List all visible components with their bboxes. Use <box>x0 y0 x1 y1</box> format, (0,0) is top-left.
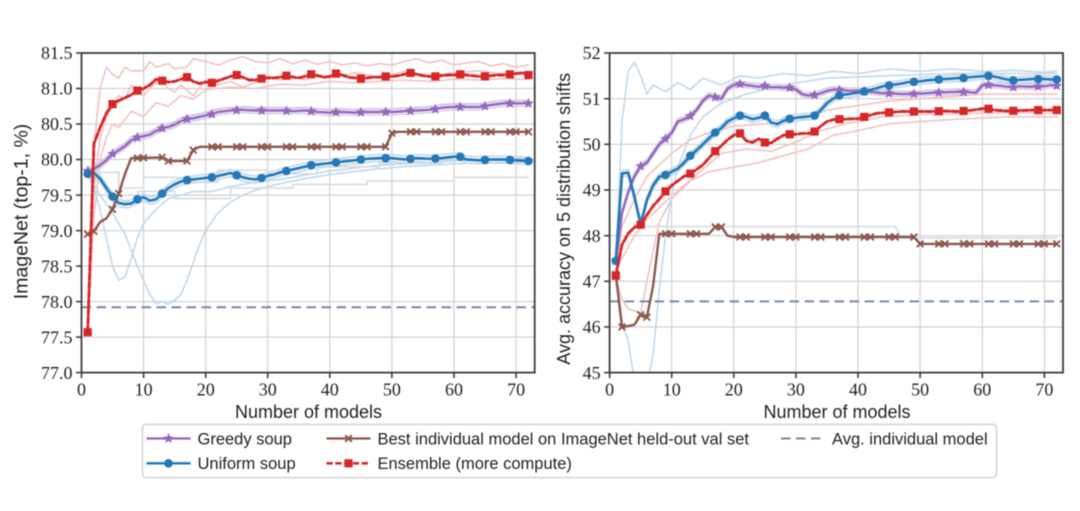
svg-text:79.5: 79.5 <box>41 185 73 205</box>
svg-text:79.0: 79.0 <box>41 221 73 241</box>
svg-text:49: 49 <box>583 180 601 200</box>
svg-text:50: 50 <box>583 135 601 155</box>
svg-text:45: 45 <box>583 363 601 383</box>
svg-text:46: 46 <box>583 317 601 337</box>
svg-text:Best individual model on Image: Best individual model on ImageNet held-o… <box>378 430 750 448</box>
svg-text:51: 51 <box>583 89 601 109</box>
svg-text:81.5: 81.5 <box>41 43 73 63</box>
svg-text:50: 50 <box>911 380 929 400</box>
svg-text:52: 52 <box>583 43 601 63</box>
svg-text:30: 30 <box>259 380 277 400</box>
svg-text:78.5: 78.5 <box>41 256 73 276</box>
svg-text:47: 47 <box>583 272 601 292</box>
svg-text:60: 60 <box>445 380 463 400</box>
svg-text:70: 70 <box>507 380 525 400</box>
svg-text:70: 70 <box>1035 380 1053 400</box>
svg-text:81.0: 81.0 <box>41 79 73 99</box>
svg-text:Number of models: Number of models <box>235 402 382 422</box>
svg-text:ImageNet (top-1, %): ImageNet (top-1, %) <box>11 124 33 300</box>
svg-text:20: 20 <box>725 380 743 400</box>
svg-text:60: 60 <box>973 380 991 400</box>
svg-text:10: 10 <box>663 380 681 400</box>
svg-text:80.0: 80.0 <box>41 150 73 170</box>
svg-text:Uniform soup: Uniform soup <box>198 455 296 473</box>
svg-text:20: 20 <box>197 380 215 400</box>
svg-text:40: 40 <box>321 380 339 400</box>
svg-text:77.5: 77.5 <box>41 327 73 347</box>
svg-text:80.5: 80.5 <box>41 114 73 134</box>
svg-text:Greedy soup: Greedy soup <box>198 430 292 448</box>
svg-text:50: 50 <box>383 380 401 400</box>
svg-text:30: 30 <box>787 380 805 400</box>
svg-text:77.0: 77.0 <box>41 363 73 383</box>
svg-text:Avg. individual model: Avg. individual model <box>832 430 988 448</box>
svg-text:40: 40 <box>849 380 867 400</box>
svg-text:Number of models: Number of models <box>763 402 910 422</box>
svg-text:Ensemble (more compute): Ensemble (more compute) <box>378 455 572 473</box>
svg-text:0: 0 <box>77 380 86 400</box>
svg-text:0: 0 <box>605 380 614 400</box>
svg-text:10: 10 <box>135 380 153 400</box>
svg-text:Avg. accuracy on 5 distributio: Avg. accuracy on 5 distribution shifts <box>554 73 574 365</box>
svg-text:48: 48 <box>583 226 601 246</box>
svg-text:78.0: 78.0 <box>41 292 73 312</box>
